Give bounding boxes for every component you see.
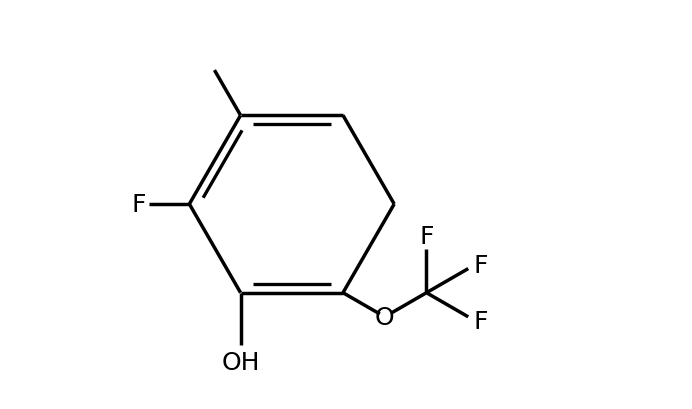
Text: F: F <box>473 253 488 277</box>
Text: O: O <box>375 305 394 329</box>
Text: OH: OH <box>221 350 260 374</box>
Text: F: F <box>419 225 434 249</box>
Text: F: F <box>132 193 147 216</box>
Text: F: F <box>473 309 488 333</box>
